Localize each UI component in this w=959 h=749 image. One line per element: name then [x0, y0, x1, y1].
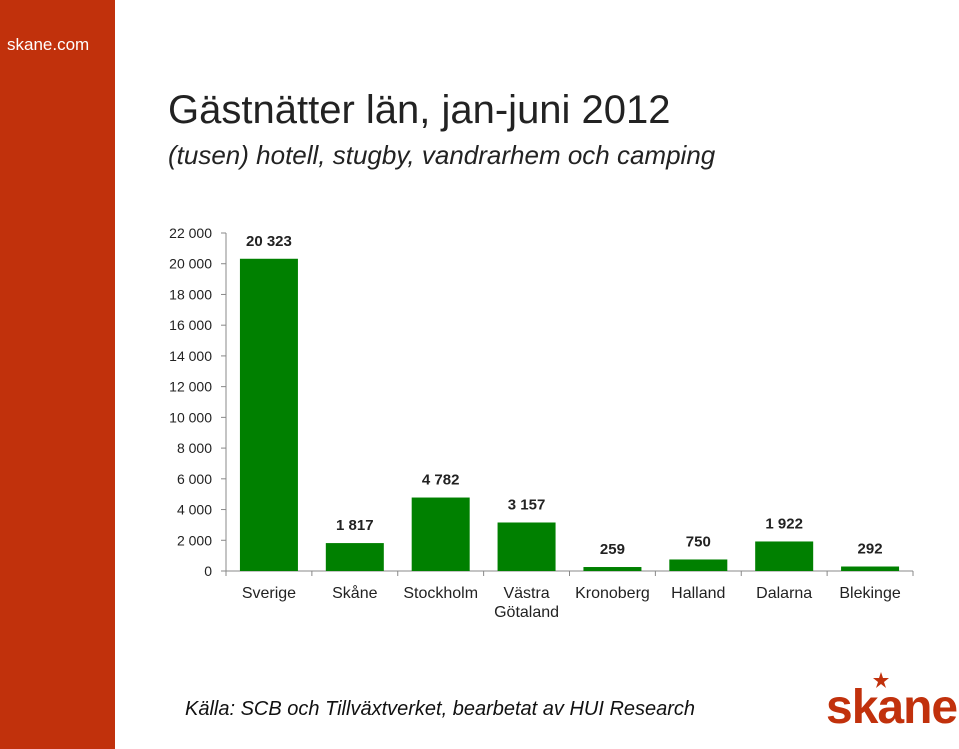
- logo-text: skane: [826, 681, 958, 734]
- y-tick-label: 22 000: [169, 225, 212, 241]
- y-tick-label: 4 000: [177, 502, 212, 518]
- skane-logo: skane: [826, 680, 958, 735]
- sidebar: skane.com: [0, 0, 115, 749]
- bar: [583, 567, 642, 571]
- data-label: 259: [600, 541, 625, 558]
- bar: [841, 566, 900, 571]
- y-tick-label: 12 000: [169, 379, 212, 395]
- data-label: 20 323: [246, 233, 292, 250]
- y-tick-label: 20 000: [169, 256, 212, 272]
- bar: [497, 522, 556, 571]
- source-note: Källa: SCB och Tillväxtverket, bearbetat…: [185, 698, 696, 720]
- y-tick-label: 18 000: [169, 286, 212, 302]
- x-tick-label: Dalarna: [756, 585, 812, 602]
- star-icon: [873, 672, 889, 688]
- page-title: Gästnätter län, jan-juni 2012: [168, 88, 671, 132]
- x-tick-label: Götaland: [494, 604, 559, 621]
- y-tick-label: 14 000: [169, 348, 212, 364]
- data-label: 1 922: [765, 515, 803, 532]
- x-tick-label: Halland: [671, 585, 725, 602]
- x-tick-label: Skåne: [332, 584, 377, 602]
- x-tick-label: Kronoberg: [575, 585, 650, 602]
- data-label: 1 817: [336, 517, 374, 534]
- x-tick-label: Sverige: [242, 585, 296, 602]
- data-label: 292: [858, 541, 883, 558]
- bar: [411, 497, 470, 571]
- x-tick-label: Blekinge: [839, 585, 900, 602]
- x-tick-label: Stockholm: [403, 585, 478, 602]
- bar: [239, 258, 298, 571]
- y-tick-label: 2 000: [177, 532, 212, 548]
- y-tick-label: 16 000: [169, 317, 212, 333]
- site-label[interactable]: skane.com: [7, 35, 90, 54]
- y-tick-label: 0: [204, 563, 212, 579]
- x-tick-label: Västra: [503, 585, 549, 602]
- data-label: 750: [686, 533, 711, 550]
- bar: [755, 541, 814, 571]
- data-label: 3 157: [508, 496, 546, 513]
- bar: [325, 543, 384, 571]
- bar: [669, 559, 728, 571]
- y-tick-label: 10 000: [169, 409, 212, 425]
- y-tick-label: 8 000: [177, 440, 212, 456]
- y-tick-label: 6 000: [177, 471, 212, 487]
- data-label: 4 782: [422, 472, 460, 489]
- page-subtitle: (tusen) hotell, stugby, vandrarhem och c…: [168, 140, 716, 170]
